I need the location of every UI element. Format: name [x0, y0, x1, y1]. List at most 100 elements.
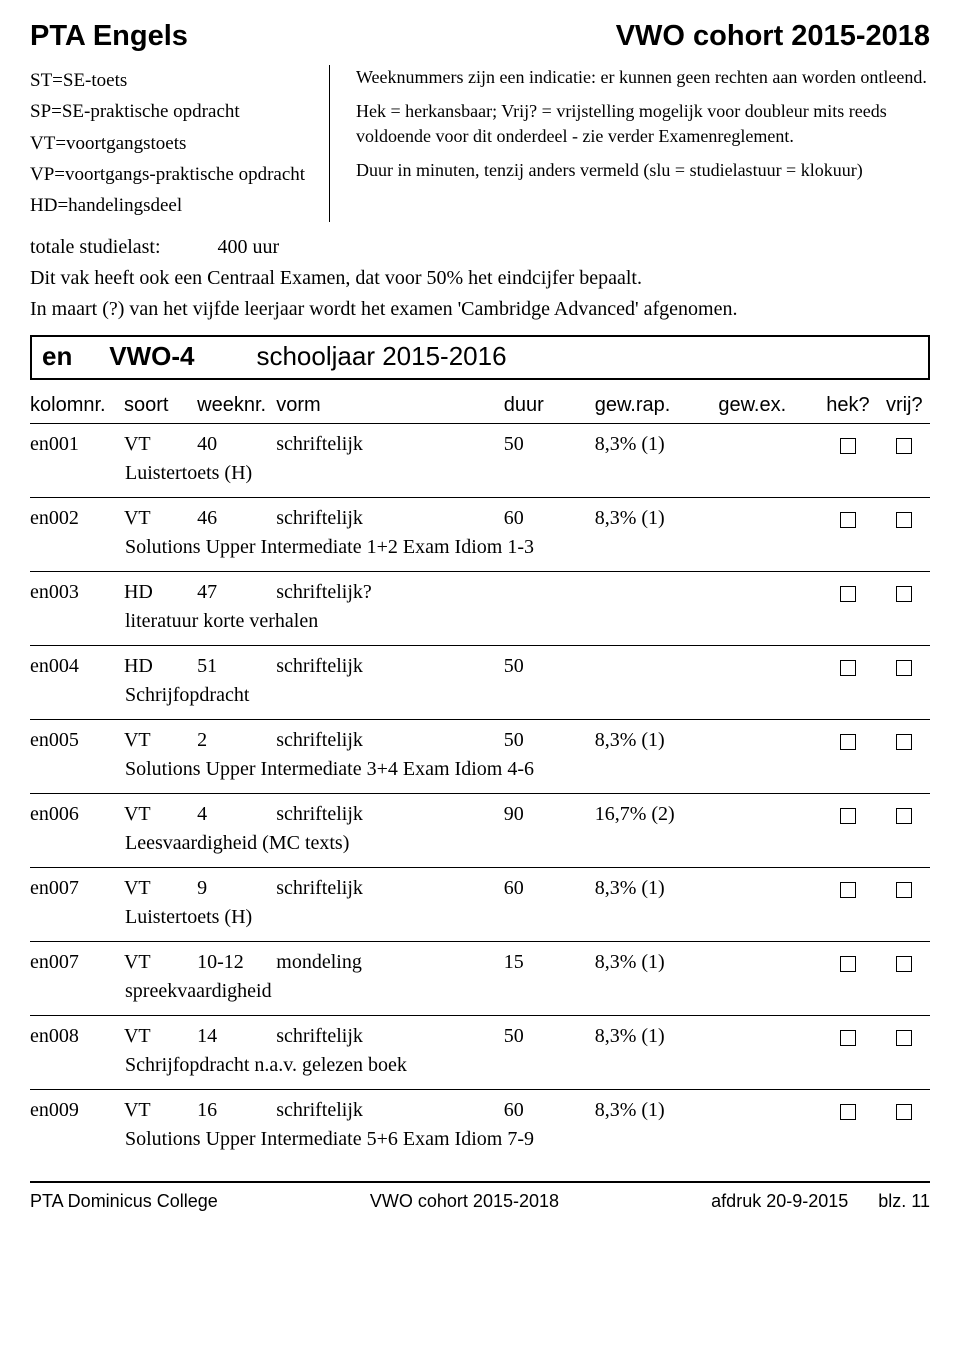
- section-title-box: en VWO-4 schooljaar 2015-2016: [30, 335, 930, 380]
- hek-checkbox[interactable]: [840, 1030, 856, 1046]
- cell-soort: VT: [124, 877, 197, 900]
- footer-center: VWO cohort 2015-2018: [370, 1191, 559, 1212]
- cell-vrij: [879, 951, 930, 974]
- cell-kolom: en006: [30, 803, 124, 826]
- cell-kolom: en004: [30, 655, 124, 678]
- cell-hek: [817, 803, 878, 826]
- vrij-checkbox[interactable]: [896, 512, 912, 528]
- vrij-checkbox[interactable]: [896, 438, 912, 454]
- hek-checkbox[interactable]: [840, 808, 856, 824]
- col-vorm: vorm: [276, 394, 503, 417]
- footer-left: PTA Dominicus College: [30, 1191, 218, 1212]
- legend-item: VP=voortgangs-praktische opdracht: [30, 159, 311, 190]
- hek-checkbox[interactable]: [840, 660, 856, 676]
- vrij-checkbox[interactable]: [896, 586, 912, 602]
- col-gewex: gew.ex.: [718, 394, 817, 417]
- cell-vorm: schriftelijk: [276, 729, 503, 752]
- cell-gewrap: 8,3% (1): [595, 951, 719, 974]
- cell-gewrap: 8,3% (1): [595, 433, 719, 456]
- hek-checkbox[interactable]: [840, 586, 856, 602]
- legend-item: HD=handelingsdeel: [30, 190, 311, 221]
- intro-block: totale studielast: 400 uur Dit vak heeft…: [30, 232, 930, 325]
- cell-week: 16: [197, 1099, 276, 1122]
- table-row-line: en003HD47schriftelijk?: [30, 578, 930, 608]
- vrij-checkbox[interactable]: [896, 1030, 912, 1046]
- cell-soort: VT: [124, 1025, 197, 1048]
- cell-kolom: en007: [30, 877, 124, 900]
- cell-duur: 60: [504, 877, 595, 900]
- cell-week: 46: [197, 507, 276, 530]
- vrij-checkbox[interactable]: [896, 956, 912, 972]
- cell-duur: 90: [504, 803, 595, 826]
- legend-note: Weeknummers zijn een indicatie: er kunne…: [356, 65, 930, 89]
- hek-checkbox[interactable]: [840, 734, 856, 750]
- legend-item: SP=SE-praktische opdracht: [30, 96, 311, 127]
- cell-hek: [817, 729, 878, 752]
- cell-duur: 50: [504, 655, 595, 678]
- footer-date: afdruk 20-9-2015: [711, 1191, 848, 1211]
- row-description: Luistertoets (H): [30, 460, 930, 493]
- cell-week: 51: [197, 655, 276, 678]
- vrij-checkbox[interactable]: [896, 1104, 912, 1120]
- cell-gewrap: 8,3% (1): [595, 1099, 719, 1122]
- hek-checkbox[interactable]: [840, 1104, 856, 1120]
- cell-duur: 50: [504, 729, 595, 752]
- table-row-line: en007VT10-12mondeling158,3% (1): [30, 948, 930, 978]
- table-row: en001VT40schriftelijk508,3% (1)Luisterto…: [30, 423, 930, 493]
- hek-checkbox[interactable]: [840, 882, 856, 898]
- cell-hek: [817, 581, 878, 604]
- cell-vorm: schriftelijk: [276, 803, 503, 826]
- col-soort: soort: [124, 394, 197, 417]
- cell-gewrap: 8,3% (1): [595, 1025, 719, 1048]
- cell-vorm: schriftelijk: [276, 877, 503, 900]
- row-description: literatuur korte verhalen: [30, 608, 930, 641]
- cell-duur: 15: [504, 951, 595, 974]
- table-row: en003HD47schriftelijk?literatuur korte v…: [30, 571, 930, 641]
- cell-vorm: schriftelijk: [276, 507, 503, 530]
- row-description: Solutions Upper Intermediate 3+4 Exam Id…: [30, 756, 930, 789]
- cell-vrij: [879, 655, 930, 678]
- cell-soort: HD: [124, 655, 197, 678]
- cell-gewrap: 8,3% (1): [595, 877, 719, 900]
- hek-checkbox[interactable]: [840, 512, 856, 528]
- table-row-line: en006VT4schriftelijk9016,7% (2): [30, 800, 930, 830]
- table-row-line: en004HD51schriftelijk50: [30, 652, 930, 682]
- cell-vrij: [879, 507, 930, 530]
- cell-week: 9: [197, 877, 276, 900]
- vrij-checkbox[interactable]: [896, 808, 912, 824]
- row-description: Schrijfopdracht: [30, 682, 930, 715]
- table-row: en007VT9schriftelijk608,3% (1)Luistertoe…: [30, 867, 930, 937]
- hek-checkbox[interactable]: [840, 438, 856, 454]
- table-row-line: en009VT16schriftelijk608,3% (1): [30, 1096, 930, 1126]
- cell-vorm: schriftelijk?: [276, 581, 503, 604]
- col-hek: hek?: [817, 394, 878, 417]
- cell-kolom: en009: [30, 1099, 124, 1122]
- vrij-checkbox[interactable]: [896, 660, 912, 676]
- cell-duur: 50: [504, 433, 595, 456]
- cell-kolom: en005: [30, 729, 124, 752]
- cell-vrij: [879, 803, 930, 826]
- legend-notes: Weeknummers zijn een indicatie: er kunne…: [350, 65, 930, 222]
- cell-vrij: [879, 729, 930, 752]
- cell-vorm: schriftelijk: [276, 655, 503, 678]
- legend-block: ST=SE-toets SP=SE-praktische opdracht VT…: [30, 65, 930, 222]
- table-row: en007VT10-12mondeling158,3% (1)spreekvaa…: [30, 941, 930, 1011]
- cell-kolom: en002: [30, 507, 124, 530]
- cell-vrij: [879, 433, 930, 456]
- vrij-checkbox[interactable]: [896, 734, 912, 750]
- cell-week: 4: [197, 803, 276, 826]
- hek-checkbox[interactable]: [840, 956, 856, 972]
- cell-soort: VT: [124, 729, 197, 752]
- cell-hek: [817, 507, 878, 530]
- vrij-checkbox[interactable]: [896, 882, 912, 898]
- page-title-left: PTA Engels: [30, 20, 188, 53]
- legend-abbreviations: ST=SE-toets SP=SE-praktische opdracht VT…: [30, 65, 330, 222]
- cell-duur: 50: [504, 1025, 595, 1048]
- cell-duur: 60: [504, 1099, 595, 1122]
- cell-hek: [817, 433, 878, 456]
- cell-vorm: schriftelijk: [276, 1099, 503, 1122]
- cell-kolom: en003: [30, 581, 124, 604]
- cell-vrij: [879, 1025, 930, 1048]
- table-row-line: en001VT40schriftelijk508,3% (1): [30, 430, 930, 460]
- section-subject: en: [42, 341, 102, 372]
